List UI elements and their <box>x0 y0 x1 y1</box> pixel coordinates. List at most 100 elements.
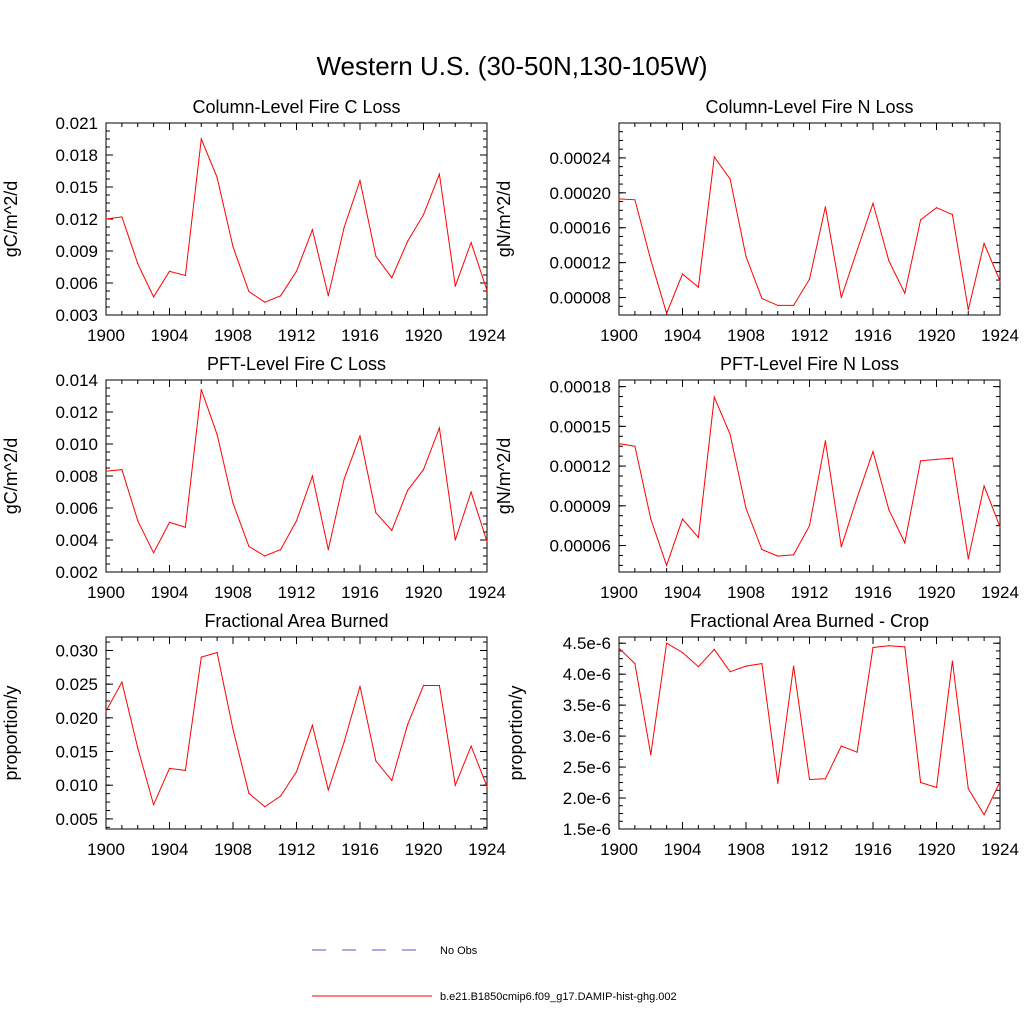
x-tick-label: 1904 <box>151 326 189 345</box>
data-point <box>777 782 779 784</box>
data-point <box>999 781 1001 783</box>
data-point <box>438 427 440 429</box>
data-point <box>618 443 620 445</box>
y-tick-label: 4.0e-6 <box>563 665 611 684</box>
y-tick-label: 0.010 <box>55 776 98 795</box>
y-tick-label: 0.00012 <box>550 254 611 273</box>
series-line <box>618 155 1001 315</box>
data-point <box>311 229 313 231</box>
data-point <box>840 745 842 747</box>
data-point <box>777 555 779 557</box>
x-tick-label: 1920 <box>918 326 956 345</box>
data-point <box>327 549 329 551</box>
data-point <box>375 255 377 257</box>
data-point <box>168 767 171 770</box>
data-point <box>232 728 234 730</box>
data-point <box>264 555 266 557</box>
y-tick-label: 0.012 <box>55 403 98 422</box>
data-point <box>745 507 747 509</box>
data-point <box>967 788 969 790</box>
data-point <box>470 745 472 747</box>
data-point <box>904 542 906 544</box>
data-point <box>280 795 282 797</box>
data-point <box>951 457 954 459</box>
data-point <box>777 304 779 306</box>
data-point <box>153 552 155 554</box>
y-axis-label: proportion/y <box>506 685 526 780</box>
y-axis-label: gC/m^2/d <box>1 181 21 257</box>
y-tick-label: 3.5e-6 <box>563 696 611 715</box>
data-point <box>343 478 345 480</box>
data-point <box>793 554 795 556</box>
y-tick-label: 0.00006 <box>550 537 611 556</box>
data-point <box>808 778 811 781</box>
x-tick-label: 1924 <box>468 583 506 602</box>
data-point <box>824 206 827 208</box>
data-point <box>634 199 636 201</box>
data-point <box>904 292 906 294</box>
data-point <box>216 176 218 178</box>
data-point <box>761 548 763 551</box>
series-line <box>618 395 1001 567</box>
data-point <box>454 539 456 541</box>
panel-title: Column-Level Fire N Loss <box>705 97 913 117</box>
data-point <box>200 138 202 140</box>
data-point <box>184 526 186 528</box>
data-point <box>666 642 668 644</box>
data-point <box>920 781 922 784</box>
data-point <box>121 216 123 218</box>
y-tick-label: 0.00015 <box>550 417 611 436</box>
x-tick-label: 1916 <box>854 583 892 602</box>
data-point <box>872 450 874 453</box>
y-tick-label: 0.025 <box>55 675 98 694</box>
data-point <box>951 660 954 662</box>
y-tick-label: 0.014 <box>55 371 98 390</box>
y-tick-label: 0.00018 <box>550 378 611 397</box>
plot-frame <box>618 379 1001 573</box>
x-tick-label: 1912 <box>791 583 829 602</box>
data-point <box>454 285 456 287</box>
data-point <box>422 469 425 471</box>
data-point <box>888 260 890 262</box>
data-point <box>808 278 811 280</box>
data-point <box>967 309 969 311</box>
data-point <box>935 458 938 460</box>
data-point <box>920 219 922 221</box>
data-point <box>697 537 700 539</box>
data-point <box>840 296 842 299</box>
x-tick-label: 1900 <box>600 326 638 345</box>
data-point <box>967 558 969 560</box>
y-tick-label: 0.012 <box>55 210 98 229</box>
data-point <box>729 178 731 180</box>
x-tick-label: 1908 <box>214 326 252 345</box>
x-tick-label: 1908 <box>727 840 765 859</box>
y-tick-label: 0.00024 <box>550 149 611 168</box>
data-point <box>761 663 763 665</box>
data-point <box>216 651 218 654</box>
data-point <box>105 710 107 712</box>
data-point <box>264 806 266 808</box>
data-point <box>761 297 763 299</box>
panel-title: PFT-Level Fire C Loss <box>207 354 386 374</box>
y-axis-label: gC/m^2/d <box>1 438 21 514</box>
y-tick-label: 0.009 <box>55 242 98 261</box>
data-point <box>666 564 668 567</box>
plot-frame <box>105 122 488 316</box>
panel-4: PFT-Level Fire N Loss gN/m^2/d 1900 1904 190… <box>494 354 1019 602</box>
legend-label-no-obs: No Obs <box>440 945 478 957</box>
y-tick-label: 4.5e-6 <box>563 634 611 653</box>
data-point <box>935 786 938 789</box>
y-tick-label: 2.5e-6 <box>563 758 611 777</box>
data-point <box>422 214 425 216</box>
data-point <box>184 769 186 772</box>
y-tick-label: 0.030 <box>55 641 98 660</box>
data-point <box>200 656 202 658</box>
data-point <box>729 671 731 673</box>
data-point <box>327 295 329 297</box>
x-tick-label: 1920 <box>405 583 443 602</box>
data-point <box>295 270 298 272</box>
data-point <box>407 240 409 242</box>
plot-frame <box>618 636 1001 830</box>
panel-title: PFT-Level Fire N Loss <box>720 354 899 374</box>
